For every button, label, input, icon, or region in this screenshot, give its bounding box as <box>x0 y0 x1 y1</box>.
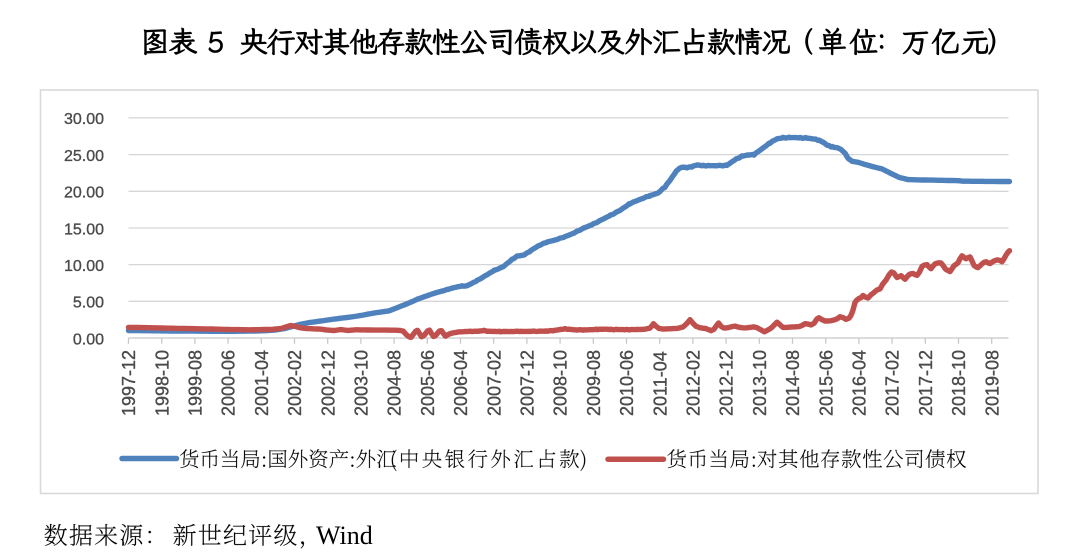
svg-text:2007-02: 2007-02 <box>484 350 504 416</box>
svg-text:1999-08: 1999-08 <box>186 350 206 416</box>
svg-text:20.00: 20.00 <box>64 185 104 202</box>
svg-text:2000-06: 2000-06 <box>219 350 239 416</box>
svg-text:2013-10: 2013-10 <box>750 350 770 416</box>
svg-text:0.00: 0.00 <box>73 331 104 348</box>
svg-text:2001-04: 2001-04 <box>252 350 272 416</box>
svg-text:2015-06: 2015-06 <box>816 350 836 416</box>
svg-text:2002-02: 2002-02 <box>285 350 305 416</box>
svg-text:10.00: 10.00 <box>64 258 104 275</box>
svg-text:2002-12: 2002-12 <box>318 350 338 416</box>
svg-text:2003-10: 2003-10 <box>352 350 372 416</box>
svg-text:2019-08: 2019-08 <box>982 350 1002 416</box>
svg-text:Wind: Wind <box>316 521 373 550</box>
svg-text:2005-06: 2005-06 <box>418 350 438 416</box>
svg-text:2012-02: 2012-02 <box>684 350 704 416</box>
svg-text:15.00: 15.00 <box>64 221 104 238</box>
svg-text:2010-06: 2010-06 <box>617 350 637 416</box>
svg-text:2016-04: 2016-04 <box>850 350 870 416</box>
svg-text:2008-10: 2008-10 <box>551 350 571 416</box>
svg-text:2006-04: 2006-04 <box>451 350 471 416</box>
svg-text:2004-08: 2004-08 <box>385 350 405 416</box>
svg-text:2009-08: 2009-08 <box>584 350 604 416</box>
svg-text:2007-12: 2007-12 <box>518 350 538 416</box>
svg-text:2014-08: 2014-08 <box>783 350 803 416</box>
svg-text:2018-10: 2018-10 <box>949 350 969 416</box>
svg-text:1998-10: 1998-10 <box>152 350 172 416</box>
svg-text:25.00: 25.00 <box>64 148 104 165</box>
svg-text:5.00: 5.00 <box>73 295 104 312</box>
svg-text:2012-12: 2012-12 <box>717 350 737 416</box>
svg-text:2017-02: 2017-02 <box>883 350 903 416</box>
svg-text:2017-12: 2017-12 <box>916 350 936 416</box>
svg-text:2011-04: 2011-04 <box>650 351 670 416</box>
svg-text:30.00: 30.00 <box>64 111 104 128</box>
svg-text:1997-12: 1997-12 <box>119 350 139 416</box>
